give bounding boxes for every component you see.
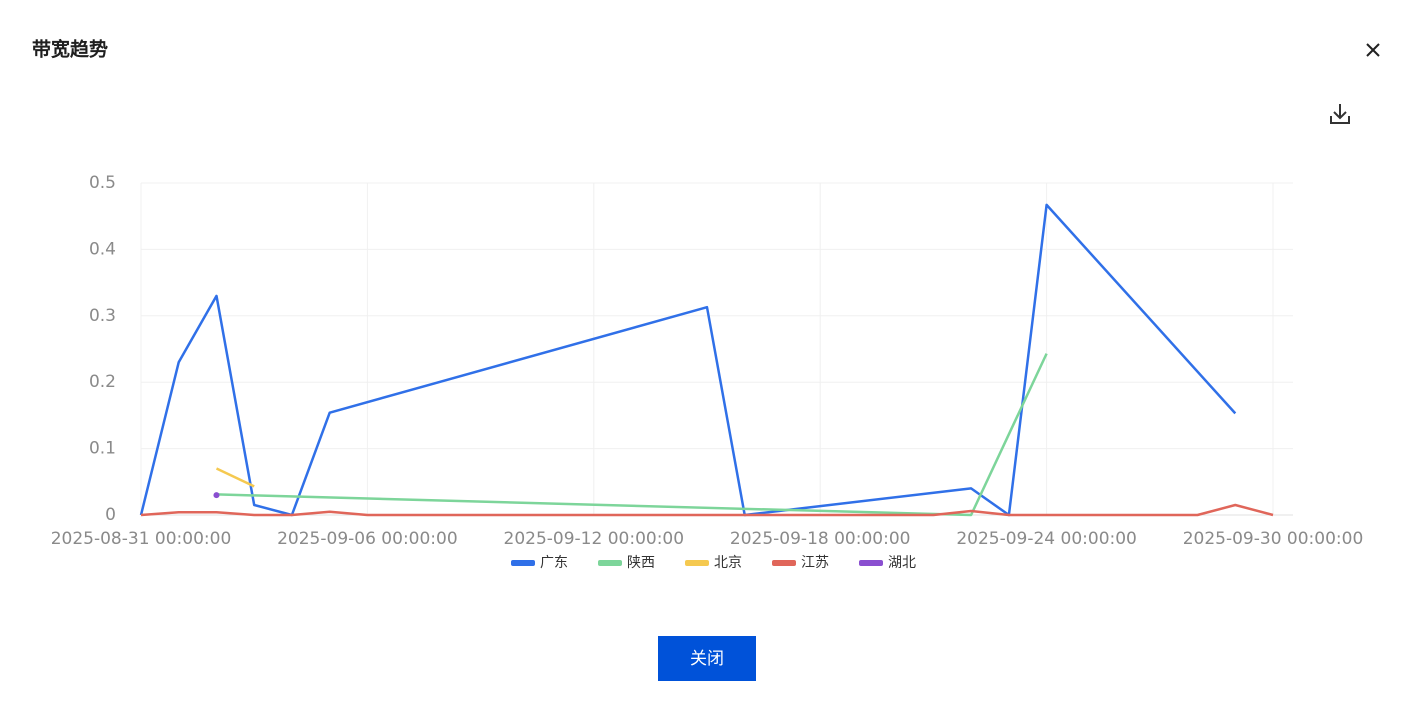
legend-swatch: [598, 560, 622, 566]
x-tick-label: 2025-09-24 00:00:00: [956, 529, 1137, 549]
close-button-label[interactable]: 关闭: [690, 649, 724, 669]
dialog-title: 带宽趋势: [32, 38, 108, 61]
series-line: [215, 467, 255, 488]
legend: 广东 陕西 北京 江苏 湖北: [511, 555, 916, 571]
legend-swatch: [772, 560, 796, 566]
legend-label: 江苏: [801, 555, 829, 571]
series-line: [216, 353, 1048, 517]
x-tick-label: 2025-08-31 00:00:00: [51, 529, 232, 549]
series-line: [140, 503, 1274, 517]
close-button[interactable]: [658, 636, 756, 681]
x-tick-label: 2025-09-30 00:00:00: [1183, 529, 1364, 549]
download-icon[interactable]: [1330, 104, 1350, 124]
x-tick-label: 2025-09-12 00:00:00: [504, 529, 685, 549]
legend-swatch: [511, 560, 535, 566]
y-tick-label: 0.1: [89, 439, 116, 459]
close-icon[interactable]: [1366, 43, 1380, 57]
y-tick-label: 0.4: [89, 239, 116, 259]
y-tick-label: 0.5: [89, 173, 116, 193]
x-tick-label: 2025-09-06 00:00:00: [277, 529, 458, 549]
series-line: [139, 203, 1237, 517]
legend-label: 北京: [714, 555, 742, 571]
legend-swatch: [859, 560, 883, 566]
legend-label: 湖北: [888, 555, 916, 571]
y-tick-label: 0: [105, 505, 116, 525]
data-point: [213, 492, 220, 499]
y-tick-label: 0.2: [89, 372, 116, 392]
legend-swatch: [685, 560, 709, 566]
legend-label: 陕西: [627, 555, 655, 571]
x-tick-label: 2025-09-18 00:00:00: [730, 529, 911, 549]
plot: 0 0.1 0.2 0.3 0.4 0.5 2025-08-31 00:00:00 2025-…: [51, 173, 1364, 549]
y-tick-label: 0.3: [89, 306, 116, 326]
legend-label: 广东: [540, 555, 568, 571]
